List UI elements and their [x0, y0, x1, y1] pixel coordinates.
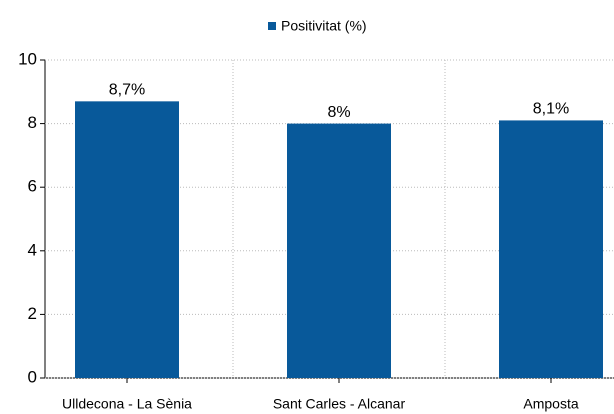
- value-label: 8,7%: [109, 82, 145, 99]
- value-label: 8%: [327, 104, 350, 121]
- value-label: 8,1%: [533, 101, 569, 118]
- y-tick-label: 2: [28, 304, 37, 323]
- y-tick-label: 10: [18, 49, 37, 68]
- legend-swatch: [268, 22, 276, 30]
- bar: [287, 123, 391, 378]
- y-tick-label: 6: [28, 177, 37, 196]
- bar: [499, 120, 603, 379]
- y-tick-label: 4: [28, 240, 37, 259]
- bar: [75, 101, 179, 378]
- y-tick-label: 8: [28, 113, 37, 132]
- x-tick-label: Ulldecona - La Sènia: [62, 396, 192, 412]
- legend-label: Positivitat (%): [281, 18, 367, 34]
- y-tick-label: 0: [28, 367, 37, 386]
- x-tick-label: Sant Carles - Alcanar: [273, 396, 406, 412]
- x-tick-label: Amposta: [523, 396, 578, 412]
